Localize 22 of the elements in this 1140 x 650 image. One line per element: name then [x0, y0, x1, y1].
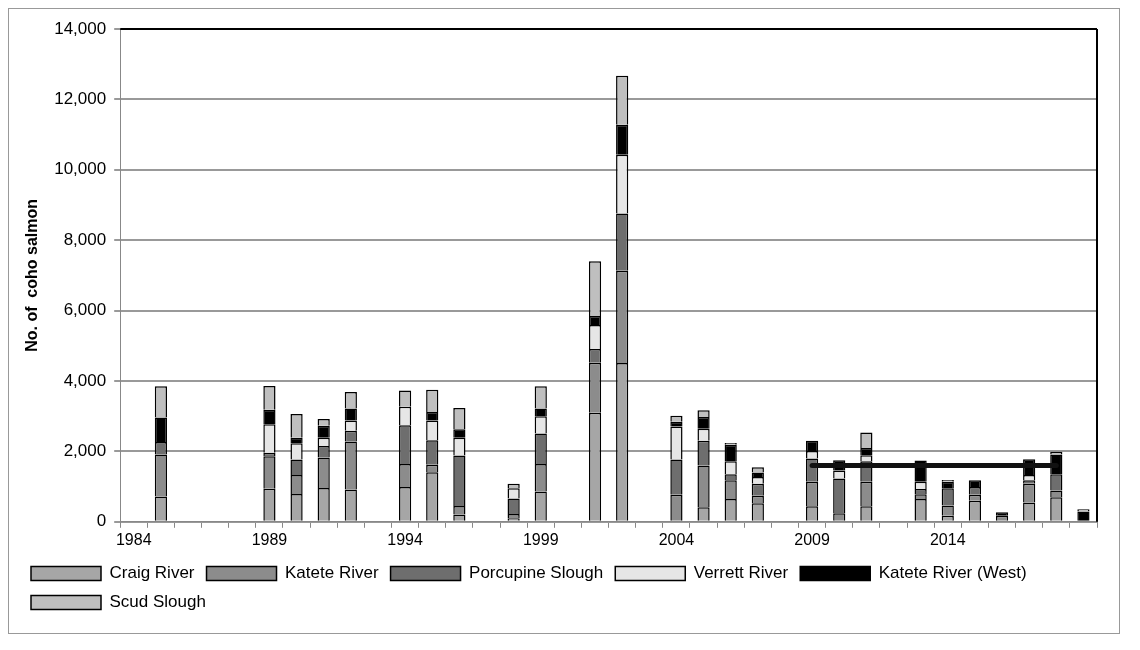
y-axis-title: No. of coho salmon — [23, 198, 41, 352]
legend-label: Craig River — [109, 563, 195, 583]
x-tick-label: 2004 — [658, 530, 695, 548]
x-tick-label: 1984 — [115, 530, 152, 548]
x-tick-label: 1999 — [522, 530, 559, 548]
y-tick-label: 8,000 — [63, 229, 107, 249]
x-tick-label: 2014 — [929, 530, 966, 548]
x-tick-label: 1994 — [387, 530, 423, 548]
legend-label: Scud Slough — [109, 592, 206, 612]
legend-label: Porcupine Slough — [469, 563, 604, 583]
y-tick-label: 4,000 — [63, 370, 107, 390]
y-tick-label: 12,000 — [54, 89, 107, 109]
y-tick-label: 2,000 — [63, 441, 107, 461]
y-tick-label: 14,000 — [54, 18, 107, 38]
x-tick-label: 2009 — [794, 530, 830, 548]
y-tick-label: 6,000 — [63, 300, 107, 320]
legend-label: Katete River — [285, 563, 379, 583]
y-tick-label: 10,000 — [54, 159, 107, 179]
y-tick-label: 0 — [96, 511, 107, 531]
legend-label: Katete River (West) — [878, 563, 1027, 583]
x-tick-label: 1989 — [251, 530, 288, 548]
legend-label: Verrett River — [693, 563, 789, 583]
